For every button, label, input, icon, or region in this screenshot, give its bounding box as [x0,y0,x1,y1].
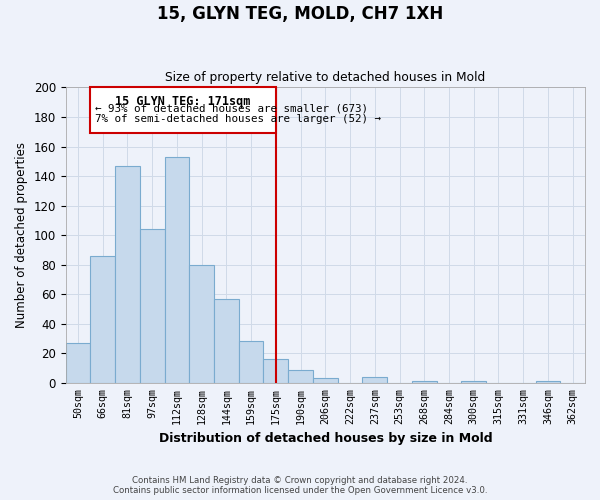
Text: 15, GLYN TEG, MOLD, CH7 1XH: 15, GLYN TEG, MOLD, CH7 1XH [157,5,443,23]
Bar [461,382,486,383]
Title: Size of property relative to detached houses in Mold: Size of property relative to detached ho… [165,70,485,84]
Bar [288,370,313,383]
Bar [91,88,276,133]
Bar [190,264,214,383]
Text: 15 GLYN TEG: 171sqm: 15 GLYN TEG: 171sqm [115,95,251,108]
Bar [536,382,560,383]
Bar [362,377,387,383]
Text: ← 93% of detached houses are smaller (673): ← 93% of detached houses are smaller (67… [95,104,368,114]
Bar [115,166,140,383]
Bar [263,359,288,383]
Bar [140,229,164,383]
Bar [91,256,115,383]
X-axis label: Distribution of detached houses by size in Mold: Distribution of detached houses by size … [158,432,492,445]
Text: Contains HM Land Registry data © Crown copyright and database right 2024.
Contai: Contains HM Land Registry data © Crown c… [113,476,487,495]
Bar [164,157,190,383]
Y-axis label: Number of detached properties: Number of detached properties [15,142,28,328]
Bar [239,342,263,383]
Bar [214,298,239,383]
Bar [65,343,91,383]
Text: 7% of semi-detached houses are larger (52) →: 7% of semi-detached houses are larger (5… [95,114,382,124]
Bar [313,378,338,383]
Bar [412,382,437,383]
